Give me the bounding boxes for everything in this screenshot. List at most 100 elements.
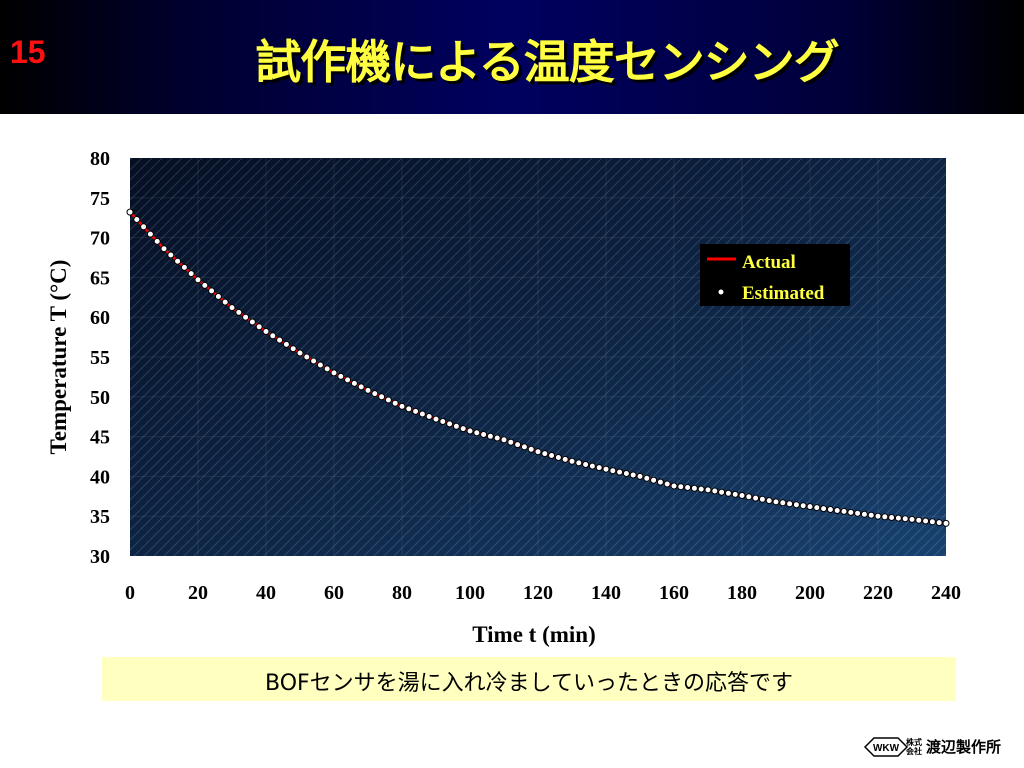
estimated-point xyxy=(575,459,583,467)
estimated-point xyxy=(541,450,549,458)
estimated-point xyxy=(133,216,141,223)
estimated-point xyxy=(276,336,284,344)
estimated-point xyxy=(690,484,698,492)
estimated-point xyxy=(745,493,753,501)
estimated-point xyxy=(684,484,692,491)
estimated-point xyxy=(588,462,596,470)
x-axis-label: Time t (min) xyxy=(472,622,596,647)
estimated-point xyxy=(820,505,828,513)
x-tick-label: 0 xyxy=(125,582,135,604)
estimated-point xyxy=(459,425,467,433)
estimated-point xyxy=(894,514,902,522)
estimated-point xyxy=(180,263,188,271)
x-tick-label: 120 xyxy=(523,582,553,604)
estimated-point xyxy=(670,482,678,490)
caption-text: BOFセンサを湯に入れ冷ましていったときの応答です xyxy=(264,671,794,696)
estimated-point xyxy=(718,488,726,496)
estimated-point xyxy=(928,518,936,526)
estimated-point xyxy=(282,340,290,348)
estimated-point xyxy=(568,457,576,465)
estimated-point xyxy=(160,245,168,253)
estimated-point xyxy=(942,519,950,527)
estimated-point xyxy=(792,501,800,509)
estimated-point xyxy=(201,281,209,289)
estimated-point xyxy=(888,514,896,521)
estimated-point xyxy=(357,383,365,391)
estimated-point xyxy=(908,515,916,523)
estimated-point xyxy=(316,361,324,369)
header-bar xyxy=(0,0,1024,114)
legend: Actual Estimated xyxy=(700,244,850,306)
estimated-point xyxy=(303,353,311,361)
estimated-point xyxy=(255,323,263,331)
estimated-point xyxy=(779,499,787,507)
estimated-point xyxy=(384,396,392,404)
estimated-point xyxy=(806,503,814,511)
x-tick-label: 20 xyxy=(188,582,208,604)
estimated-point xyxy=(854,509,862,517)
estimated-point xyxy=(452,422,460,430)
estimated-point xyxy=(595,464,603,472)
estimated-point xyxy=(425,413,433,420)
estimated-point xyxy=(697,485,705,493)
y-tick-label: 50 xyxy=(90,387,110,409)
estimated-point xyxy=(922,517,930,525)
estimated-point xyxy=(609,467,617,475)
estimated-point xyxy=(344,376,352,384)
estimated-point xyxy=(752,494,760,502)
estimated-point xyxy=(867,511,875,519)
slide-title: 試作機による温度センシング xyxy=(255,35,840,89)
estimated-point xyxy=(758,495,766,503)
estimated-point xyxy=(486,432,494,440)
estimated-point xyxy=(418,410,426,418)
estimated-point xyxy=(731,490,739,498)
estimated-point xyxy=(350,379,358,387)
estimated-point xyxy=(146,230,154,238)
estimated-point xyxy=(548,452,556,459)
slide-number: 15 xyxy=(10,34,46,70)
plot-hatching xyxy=(130,158,946,556)
estimated-point xyxy=(915,516,923,524)
estimated-point xyxy=(432,415,440,423)
estimated-point xyxy=(126,208,134,216)
estimated-point xyxy=(833,507,841,514)
estimated-point xyxy=(520,443,528,451)
x-tick-label: 40 xyxy=(256,582,276,604)
estimated-point xyxy=(527,445,535,453)
estimated-point xyxy=(153,237,161,245)
caption-box: BOFセンサを湯に入れ冷ましていったときの応答です xyxy=(102,657,956,701)
estimated-point xyxy=(602,465,610,473)
y-tick-label: 70 xyxy=(90,228,110,250)
estimated-point xyxy=(874,512,882,520)
estimated-point xyxy=(799,502,807,510)
legend-label-estimated: Estimated xyxy=(742,283,825,304)
estimated-point xyxy=(765,497,773,505)
estimated-point xyxy=(901,515,909,523)
estimated-point xyxy=(446,420,454,428)
estimated-point xyxy=(167,251,175,259)
estimated-point xyxy=(629,471,637,479)
y-tick-label: 30 xyxy=(90,546,110,568)
estimated-point xyxy=(480,431,488,438)
x-tick-labels: 0 20 40 60 80 100 120 140 160 180 200 220 240 xyxy=(125,582,961,604)
estimated-point xyxy=(262,328,270,335)
estimated-point xyxy=(269,332,277,340)
estimated-point xyxy=(493,434,501,442)
estimated-point xyxy=(656,478,664,486)
company-type-bottom: 会社 xyxy=(906,747,922,756)
x-tick-label: 200 xyxy=(795,582,825,604)
estimated-point xyxy=(228,304,236,312)
estimated-point xyxy=(187,270,195,278)
estimated-point xyxy=(500,436,508,444)
x-tick-label: 140 xyxy=(591,582,621,604)
estimated-point xyxy=(439,418,447,425)
company-type-top: 株式 xyxy=(906,738,922,747)
estimated-point xyxy=(616,468,624,476)
estimated-point xyxy=(412,407,420,415)
estimated-point xyxy=(677,483,685,491)
y-tick-labels: 30 35 40 45 50 55 60 65 70 75 80 xyxy=(90,148,110,568)
estimated-point xyxy=(860,510,868,518)
estimated-point xyxy=(813,504,821,512)
estimated-point xyxy=(398,402,406,410)
x-tick-label: 100 xyxy=(455,582,485,604)
